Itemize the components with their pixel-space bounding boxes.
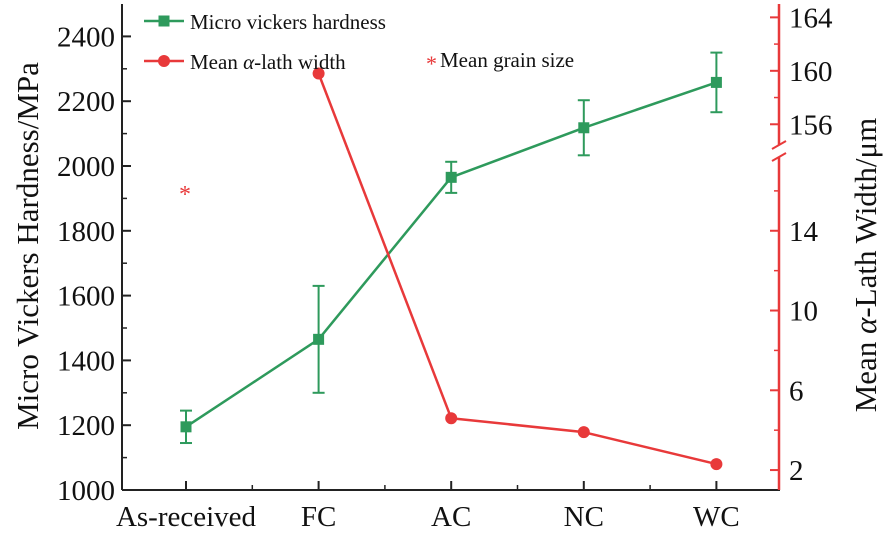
right-tick-label: 160 <box>789 56 833 88</box>
legend: Micro vickers hardness Mean α-lath width *… <box>144 10 574 76</box>
right-tick-label: 14 <box>789 216 819 248</box>
legend-grain-label: Mean grain size <box>440 48 574 72</box>
right-tick-label: 10 <box>789 296 818 328</box>
lath-width-point <box>312 67 325 80</box>
left-tick-label: 2000 <box>57 151 115 183</box>
hardness-point <box>180 421 192 433</box>
legend-lath-label-prefix: Mean <box>190 50 243 74</box>
right-tick-label: 6 <box>789 375 804 407</box>
x-tick-label: WC <box>693 501 740 533</box>
legend-lath-marker <box>158 55 170 67</box>
legend-lath-label: Mean α-lath width <box>190 50 346 74</box>
lath-width-line <box>583 430 717 466</box>
x-tick-label: NC <box>564 501 604 533</box>
left-tick-label: 1000 <box>57 475 115 507</box>
legend-hardness-label: Micro vickers hardness <box>190 10 386 34</box>
lath-width-line <box>347 150 453 419</box>
x-tick-label: FC <box>301 501 336 533</box>
axis-break-mark <box>771 140 787 150</box>
lath-width-line <box>451 416 584 434</box>
legend-hardness-marker <box>158 15 170 27</box>
left-tick-label: 2200 <box>57 86 115 118</box>
lath-width-line <box>317 73 350 152</box>
y-axis-right-label-symbol: α <box>848 317 883 334</box>
y-axis-right-label: Mean α-Lath Width/μm <box>848 118 883 413</box>
grain-size-point: * <box>179 182 191 208</box>
x-tick-label: As-received <box>116 501 257 533</box>
legend-grain-marker: * <box>426 51 437 76</box>
y-axis-right-label-prefix: Mean <box>848 334 883 412</box>
x-tick-label: AC <box>431 501 471 533</box>
right-tick-label: 156 <box>789 109 833 141</box>
legend-lath-label-suffix: -lath width <box>254 50 346 74</box>
left-axis-ticks: 1000 1200 1400 1600 1800 2000 2200 2400 <box>57 21 131 507</box>
y-axis-right-label-suffix: -Lath Width/μm <box>848 118 883 318</box>
lath-width-point <box>710 458 723 471</box>
left-tick-label: 1200 <box>57 410 115 442</box>
hardness-line <box>185 81 717 428</box>
right-axis-ticks: 2 6 10 14 156 160 164 <box>770 2 833 487</box>
hardness-point <box>313 333 325 345</box>
y-axis-left-label: Micro Vickers Hardness/MPa <box>10 62 45 430</box>
x-axis-ticks: As-received FC AC NC WC <box>116 481 740 533</box>
legend-lath-label-symbol: α <box>243 50 255 74</box>
right-tick-label: 2 <box>789 455 804 487</box>
series-layer: * <box>179 51 723 471</box>
hardness-point <box>445 171 457 183</box>
hardness-point <box>578 122 590 134</box>
lath-width-point <box>445 412 458 425</box>
left-tick-label: 1400 <box>57 345 115 377</box>
axis-break-mark <box>771 152 787 162</box>
left-tick-label: 1800 <box>57 216 115 248</box>
hardness-point <box>710 76 722 88</box>
left-tick-label: 2400 <box>57 21 115 53</box>
right-tick-label: 164 <box>789 2 833 34</box>
lath-width-point <box>577 426 590 439</box>
left-tick-label: 1600 <box>57 281 115 313</box>
